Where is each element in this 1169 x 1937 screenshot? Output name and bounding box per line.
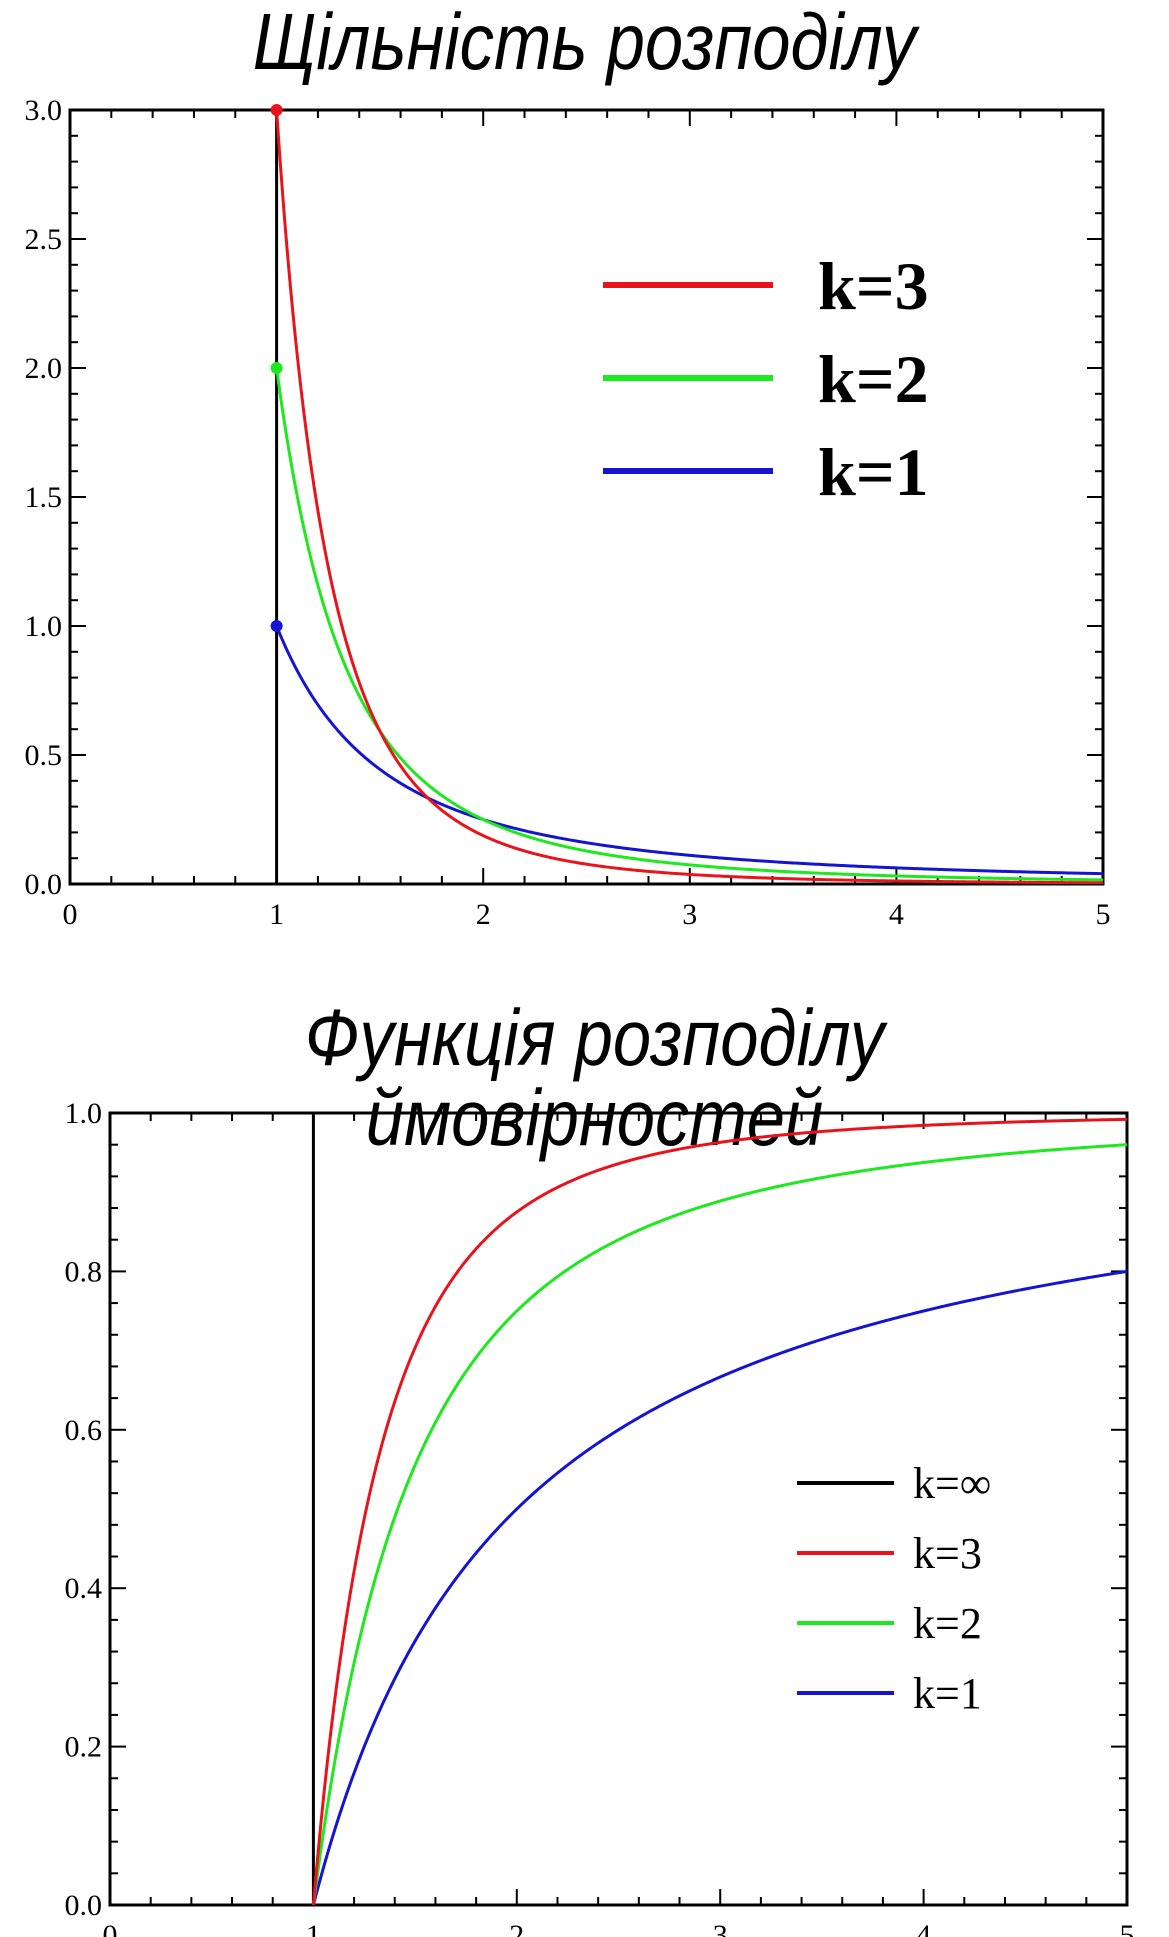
series-start-point-k1 [270, 620, 283, 632]
series-start-point-k3 [270, 104, 283, 116]
y-tick-label: 3.0 [25, 94, 63, 127]
y-tick-label: 2.5 [25, 223, 63, 256]
y-tick-label: 0.0 [25, 868, 63, 901]
y-tick-label: 0.8 [65, 1255, 103, 1288]
series-start-point-k2 [270, 362, 283, 374]
series-line-k2 [275, 367, 1103, 882]
chart-pdf: 0 1 2 3 4 5 0.0 0.5 1.0 1.5 2.0 2.5 3.0 k=3 k=2 k=1 [25, 94, 1111, 931]
series-line-k2 [311, 1143, 1127, 1905]
x-tick-label: 2 [509, 1919, 524, 1937]
series-line-k3 [311, 1117, 1127, 1905]
y-tick-label: 0.6 [65, 1414, 103, 1447]
series-line-k1 [311, 1269, 1127, 1905]
x-tick-label: 4 [889, 898, 904, 931]
x-tick-label: 0 [63, 898, 78, 931]
x-tick-label: 4 [916, 1919, 931, 1937]
x-tick-label: 1 [269, 898, 284, 931]
chart-title-cdf: Функція розподілу ймовірностей [304, 993, 885, 1162]
legend-label: k=1 [818, 434, 929, 510]
y-tick-label: 1.0 [65, 1097, 103, 1130]
x-tick-label: 5 [1120, 1919, 1135, 1937]
legend-label: k=3 [818, 248, 929, 324]
x-tick-label: 5 [1096, 898, 1111, 931]
chart-title-pdf: Щільність розподілу [252, 0, 917, 86]
series-line-k1 [275, 625, 1103, 876]
y-tick-label: 1.0 [25, 610, 63, 643]
y-tick-label: 0.2 [65, 1731, 103, 1764]
x-tick-label: 0 [103, 1919, 118, 1937]
legend-label: k=1 [913, 1669, 982, 1718]
y-tick-label: 2.0 [25, 352, 63, 385]
x-tick-label: 3 [713, 1919, 728, 1937]
legend-label: k=3 [913, 1529, 982, 1578]
legend-label: k=2 [913, 1599, 982, 1648]
legend-label: k=∞ [913, 1459, 991, 1508]
y-tick-label: 1.5 [25, 481, 63, 514]
x-tick-label: 2 [476, 898, 491, 931]
y-tick-label: 0.4 [65, 1572, 103, 1605]
series-line-k3 [275, 109, 1103, 884]
y-tick-label: 0.0 [65, 1889, 103, 1922]
x-tick-label: 3 [682, 898, 697, 931]
plot-frame [108, 1111, 1129, 1907]
x-tick-label: 1 [306, 1919, 321, 1937]
y-tick-label: 0.5 [25, 739, 63, 772]
legend-label: k=2 [818, 341, 929, 417]
